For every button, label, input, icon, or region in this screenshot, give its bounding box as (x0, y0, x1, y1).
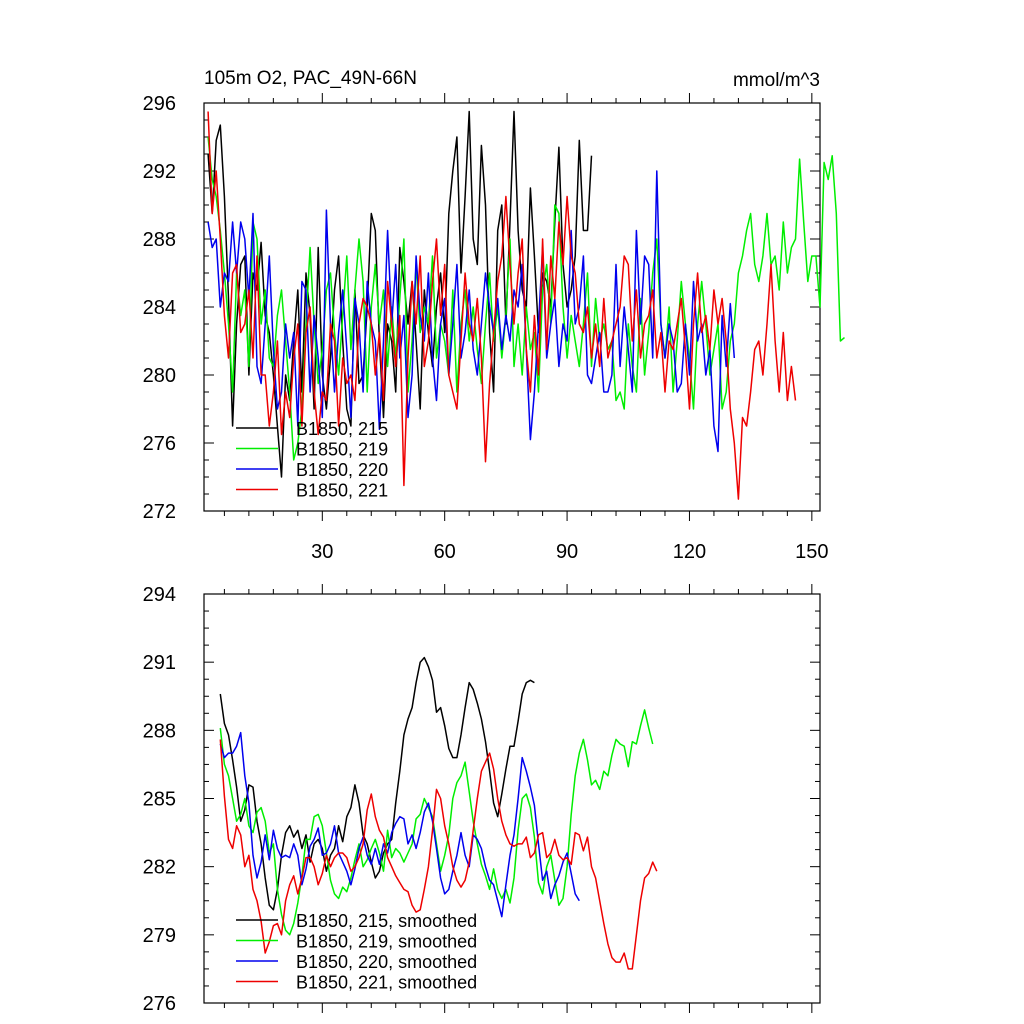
y-tick-label: 279 (143, 925, 176, 947)
y-tick-label: 276 (143, 433, 176, 455)
y-tick-label: 292 (143, 161, 176, 183)
series-line (219, 739, 658, 970)
y-tick-label: 282 (143, 857, 176, 879)
legend-label: B1850, 220 (296, 460, 388, 480)
series-line (207, 170, 736, 453)
chart-title: 105m O2, PAC_49N-66N (204, 68, 417, 89)
legend-label: B1850, 221 (296, 481, 388, 501)
legend-label: B1850, 221, smoothed (296, 973, 477, 993)
x-tick-label: 150 (795, 541, 828, 563)
legend-label: B1850, 220, smoothed (296, 952, 477, 972)
x-tick-label: 90 (556, 541, 578, 563)
series-line (219, 731, 580, 918)
legend-label: B1850, 219 (296, 440, 388, 460)
y-tick-label: 280 (143, 365, 176, 387)
y-tick-label: 294 (143, 584, 176, 606)
series-line (207, 110, 593, 478)
y-tick-label: 296 (143, 93, 176, 115)
y-tick-label: 284 (143, 297, 176, 319)
y-tick-label: 288 (143, 720, 176, 742)
y-tick-label: 272 (143, 501, 176, 523)
x-tick-label: 30 (311, 541, 333, 563)
top-panel: 105m O2, PAC_49N-66N mmol/m^3 2722762802… (143, 68, 845, 563)
series-line (219, 656, 535, 911)
y-tick-label: 276 (143, 993, 176, 1015)
x-tick-label: 120 (673, 541, 706, 563)
legend-label: B1850, 219, smoothed (296, 932, 477, 952)
series-group (207, 110, 845, 500)
y-tick-label: 288 (143, 229, 176, 251)
y-tick-label: 285 (143, 789, 176, 811)
x-tick-label: 60 (434, 541, 456, 563)
series-line (207, 111, 797, 500)
legend-label: B1850, 215, smoothed (296, 911, 477, 931)
series-group (219, 656, 658, 970)
axis-ticks: 276 279 282 285 288 291 294 (143, 584, 820, 1015)
legend-label: B1850, 215 (296, 419, 388, 439)
y-tick-label: 291 (143, 652, 176, 674)
bottom-panel: 276 279 282 285 288 291 294 B1850, 215, smooth… (143, 584, 821, 1015)
axis-ticks: 272 276 280 284 288 292 296 30 60 90 120 150 (143, 93, 829, 563)
units-label: mmol/m^3 (733, 70, 820, 91)
